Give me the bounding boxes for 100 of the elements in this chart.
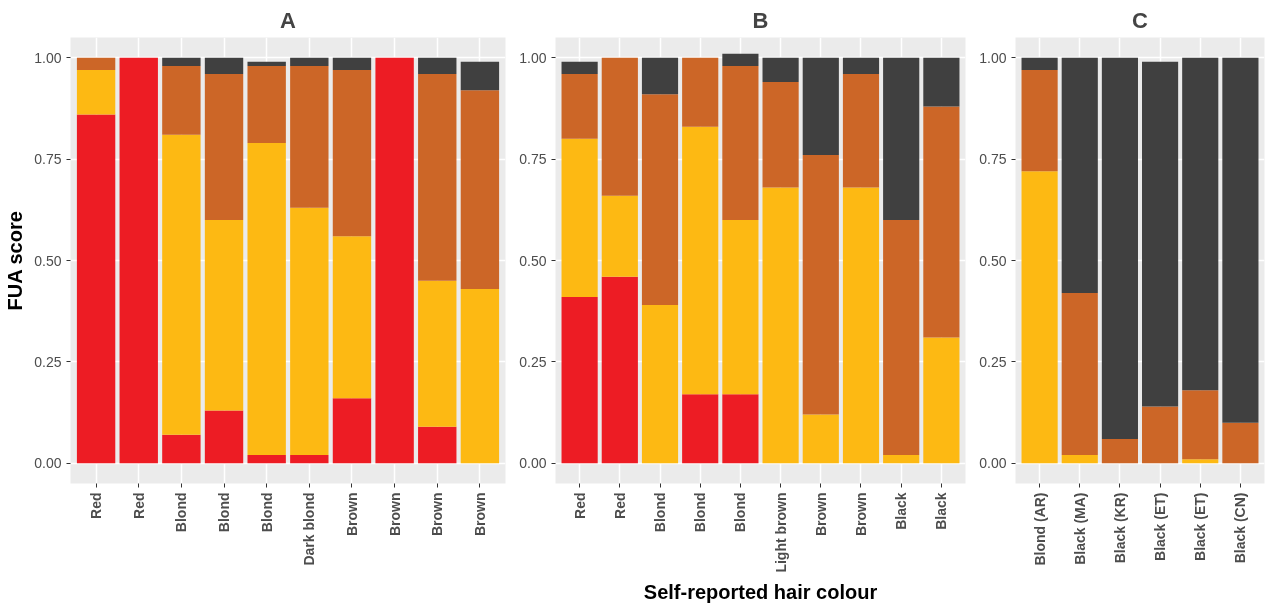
bar [722, 53, 759, 66]
bar [247, 142, 286, 456]
x-tick-label: Brown [386, 492, 403, 537]
x-axis-title: Self-reported hair colour [643, 580, 878, 603]
bar [162, 65, 201, 135]
bar [1021, 57, 1058, 70]
bar [332, 236, 372, 399]
bar [1182, 459, 1219, 464]
bar [641, 57, 679, 95]
x-tick-label: Red [130, 492, 147, 519]
bar [119, 57, 158, 464]
bar [290, 65, 329, 208]
bar [601, 195, 638, 277]
bar [1021, 171, 1058, 464]
y-tick-label: 1.00 [979, 49, 1007, 66]
bar [460, 90, 500, 289]
bar [923, 57, 960, 107]
x-tick-label: Dark blond [301, 492, 318, 566]
bar [1021, 69, 1058, 172]
y-tick-label: 0.00 [34, 455, 62, 472]
bar [1061, 57, 1098, 293]
y-tick-label: 0.50 [34, 252, 62, 269]
y-tick-label: 0.25 [979, 353, 1007, 370]
bar [418, 426, 457, 464]
x-tick-label: Light brown [772, 492, 789, 573]
bar [332, 69, 372, 237]
x-tick-label: Blond [732, 492, 749, 533]
bar [682, 126, 719, 395]
y-tick-label: 0.75 [979, 151, 1007, 168]
bar [561, 138, 598, 297]
bar [375, 57, 414, 464]
bar [162, 57, 201, 66]
bar [722, 219, 759, 395]
bar [162, 134, 201, 435]
bar [204, 219, 244, 411]
y-tick-label: 1.00 [34, 49, 62, 66]
bar [1142, 406, 1179, 464]
bar [1182, 57, 1219, 391]
bar [842, 73, 880, 188]
y-tick-label: 0.00 [979, 455, 1007, 472]
bar [722, 65, 759, 220]
x-tick-label: Red [611, 492, 628, 519]
x-tick-label: Brown [812, 492, 829, 537]
bar [561, 73, 598, 139]
bar [762, 82, 799, 188]
bar [290, 207, 329, 456]
x-tick-label: Blond (AR) [1031, 492, 1048, 566]
x-tick-label: Blond [692, 492, 709, 533]
y-tick-label: 0.50 [979, 252, 1007, 269]
x-tick-label: Blond [216, 492, 233, 533]
bar [842, 187, 880, 464]
bar [460, 61, 500, 91]
bar [883, 219, 920, 456]
bar [247, 455, 286, 464]
x-tick-label: Black (MA) [1071, 492, 1088, 565]
chart-title: C [1132, 7, 1149, 33]
x-tick-label: Brown [429, 492, 446, 537]
chart-title: A [280, 7, 297, 33]
bar [290, 455, 329, 464]
x-tick-label: Black (ET) [1152, 492, 1169, 561]
bar [1142, 61, 1179, 407]
bar [883, 57, 920, 220]
bar [418, 57, 457, 74]
x-tick-label: Red [88, 492, 105, 519]
bar [290, 57, 329, 66]
bar [1222, 57, 1259, 423]
x-tick-label: Black (KR) [1111, 492, 1128, 564]
x-tick-label: Blond [652, 492, 669, 533]
y-tick-label: 0.75 [34, 151, 62, 168]
x-tick-label: Brown [343, 492, 360, 537]
bar [722, 394, 759, 464]
y-tick-label: 0.25 [519, 353, 547, 370]
bar [1101, 57, 1138, 439]
bar [923, 106, 960, 338]
bar [682, 57, 719, 127]
bar [641, 305, 679, 464]
bar [332, 57, 372, 70]
bar [641, 94, 679, 306]
bar [76, 57, 116, 70]
bar [418, 73, 457, 281]
chart-title: B [752, 7, 769, 33]
x-tick-label: Black [933, 492, 950, 530]
x-tick-label: Brown [852, 492, 869, 537]
y-axis-title: FUA score [4, 211, 27, 311]
x-tick-label: Red [571, 492, 588, 519]
bar [204, 57, 244, 74]
x-tick-label: Black [893, 492, 910, 530]
bar [247, 61, 286, 66]
bar [802, 57, 839, 156]
bar [923, 337, 960, 464]
bar [601, 57, 638, 196]
bar [332, 398, 372, 464]
bar [1222, 422, 1259, 464]
bar [1061, 292, 1098, 456]
bar [842, 57, 880, 74]
bar [204, 73, 244, 220]
bar [76, 69, 116, 115]
bar [802, 414, 839, 464]
bar [418, 280, 457, 427]
bar [762, 187, 799, 464]
